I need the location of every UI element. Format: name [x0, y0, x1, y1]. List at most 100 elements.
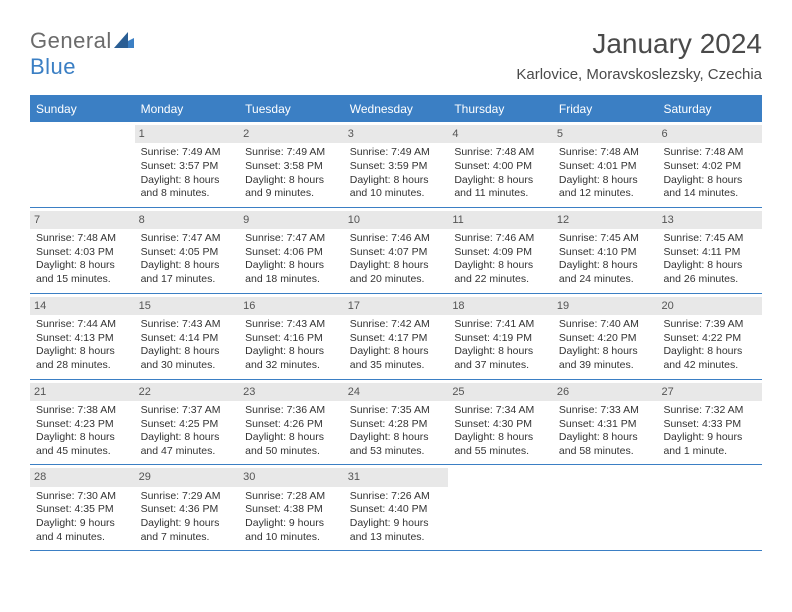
cell-dl1: Daylight: 8 hours — [141, 174, 234, 188]
date-number: 2 — [239, 125, 344, 143]
calendar-cell: 5Sunrise: 7:48 AMSunset: 4:01 PMDaylight… — [553, 122, 658, 207]
cell-ss: Sunset: 4:20 PM — [559, 332, 652, 346]
cell-dl2: and 1 minute. — [663, 445, 756, 459]
day-header-fri: Friday — [553, 96, 658, 122]
date-number: 3 — [344, 125, 449, 143]
date-number: 25 — [448, 383, 553, 401]
date-number: 19 — [553, 297, 658, 315]
cell-sr: Sunrise: 7:38 AM — [36, 404, 129, 418]
cell-dl1: Daylight: 8 hours — [36, 345, 129, 359]
title-block: January 2024 Karlovice, Moravskoslezsky,… — [516, 28, 762, 83]
cell-ss: Sunset: 4:11 PM — [663, 246, 756, 260]
cell-ss: Sunset: 4:14 PM — [141, 332, 234, 346]
cell-ss: Sunset: 4:23 PM — [36, 418, 129, 432]
cell-dl1: Daylight: 8 hours — [454, 259, 547, 273]
cell-dl2: and 30 minutes. — [141, 359, 234, 373]
date-number: 15 — [135, 297, 240, 315]
cell-dl1: Daylight: 8 hours — [559, 174, 652, 188]
cell-sr: Sunrise: 7:32 AM — [663, 404, 756, 418]
cell-sr: Sunrise: 7:35 AM — [350, 404, 443, 418]
date-number: 21 — [30, 383, 135, 401]
cell-sr: Sunrise: 7:42 AM — [350, 318, 443, 332]
cell-dl2: and 20 minutes. — [350, 273, 443, 287]
cell-dl2: and 10 minutes. — [245, 531, 338, 545]
calendar-cell: 26Sunrise: 7:33 AMSunset: 4:31 PMDayligh… — [553, 380, 658, 465]
cell-sr: Sunrise: 7:49 AM — [350, 146, 443, 160]
location: Karlovice, Moravskoslezsky, Czechia — [516, 66, 762, 83]
cell-ss: Sunset: 3:58 PM — [245, 160, 338, 174]
cell-dl2: and 11 minutes. — [454, 187, 547, 201]
date-number: 14 — [30, 297, 135, 315]
cell-dl2: and 47 minutes. — [141, 445, 234, 459]
calendar-cell: 9Sunrise: 7:47 AMSunset: 4:06 PMDaylight… — [239, 208, 344, 293]
cell-dl2: and 12 minutes. — [559, 187, 652, 201]
cell-sr: Sunrise: 7:48 AM — [559, 146, 652, 160]
cell-dl2: and 42 minutes. — [663, 359, 756, 373]
cell-ss: Sunset: 3:57 PM — [141, 160, 234, 174]
cell-ss: Sunset: 4:36 PM — [141, 503, 234, 517]
cell-sr: Sunrise: 7:30 AM — [36, 490, 129, 504]
cell-ss: Sunset: 4:01 PM — [559, 160, 652, 174]
cell-dl1: Daylight: 8 hours — [559, 345, 652, 359]
week-row: 7Sunrise: 7:48 AMSunset: 4:03 PMDaylight… — [30, 208, 762, 294]
cell-dl2: and 39 minutes. — [559, 359, 652, 373]
cell-ss: Sunset: 4:31 PM — [559, 418, 652, 432]
week-row: 21 Sunrise: 7:38 AMSunset: 4:23 PMDayligh… — [30, 380, 762, 466]
month-title: January 2024 — [516, 28, 762, 60]
cell-dl1: Daylight: 9 hours — [36, 517, 129, 531]
cell-dl2: and 58 minutes. — [559, 445, 652, 459]
cell-dl1: Daylight: 8 hours — [350, 259, 443, 273]
cell-dl2: and 15 minutes. — [36, 273, 129, 287]
cell-ss: Sunset: 4:30 PM — [454, 418, 547, 432]
cell-ss: Sunset: 4:33 PM — [663, 418, 756, 432]
cell-sr: Sunrise: 7:45 AM — [663, 232, 756, 246]
cell-sr: Sunrise: 7:34 AM — [454, 404, 547, 418]
cell-sr: Sunrise: 7:47 AM — [141, 232, 234, 246]
calendar-cell: 12Sunrise: 7:45 AMSunset: 4:10 PMDayligh… — [553, 208, 658, 293]
date-number: 10 — [344, 211, 449, 229]
week-row: 1Sunrise: 7:49 AMSunset: 3:57 PMDaylight… — [30, 122, 762, 208]
cell-dl2: and 28 minutes. — [36, 359, 129, 373]
date-number: 4 — [448, 125, 553, 143]
calendar-cell: 3Sunrise: 7:49 AMSunset: 3:59 PMDaylight… — [344, 122, 449, 207]
cell-ss: Sunset: 4:16 PM — [245, 332, 338, 346]
cell-dl1: Daylight: 8 hours — [350, 174, 443, 188]
cell-dl2: and 45 minutes. — [36, 445, 129, 459]
day-header-mon: Monday — [135, 96, 240, 122]
date-number: 16 — [239, 297, 344, 315]
date-number: 20 — [657, 297, 762, 315]
date-number: 12 — [553, 211, 658, 229]
date-number: 23 — [239, 383, 344, 401]
cell-dl1: Daylight: 8 hours — [350, 345, 443, 359]
calendar-cell: 14Sunrise: 7:44 AMSunset: 4:13 PMDayligh… — [30, 294, 135, 379]
date-number: 17 — [344, 297, 449, 315]
cell-dl1: Daylight: 9 hours — [245, 517, 338, 531]
cell-sr: Sunrise: 7:33 AM — [559, 404, 652, 418]
logo: General Blue — [30, 28, 134, 80]
cell-dl2: and 26 minutes. — [663, 273, 756, 287]
date-number: 9 — [239, 211, 344, 229]
cell-dl2: and 4 minutes. — [36, 531, 129, 545]
date-number: 7 — [30, 211, 135, 229]
cell-sr: Sunrise: 7:49 AM — [141, 146, 234, 160]
date-number: 11 — [448, 211, 553, 229]
cell-sr: Sunrise: 7:37 AM — [141, 404, 234, 418]
cell-ss: Sunset: 4:38 PM — [245, 503, 338, 517]
cell-dl1: Daylight: 8 hours — [245, 345, 338, 359]
day-header-row: Sunday Monday Tuesday Wednesday Thursday… — [30, 95, 762, 122]
cell-ss: Sunset: 4:00 PM — [454, 160, 547, 174]
cell-dl2: and 7 minutes. — [141, 531, 234, 545]
calendar-cell: 29Sunrise: 7:29 AMSunset: 4:36 PMDayligh… — [135, 465, 240, 550]
calendar-cell: 1Sunrise: 7:49 AMSunset: 3:57 PMDaylight… — [135, 122, 240, 207]
calendar-cell — [448, 465, 553, 550]
cell-dl1: Daylight: 8 hours — [36, 431, 129, 445]
cell-sr: Sunrise: 7:39 AM — [663, 318, 756, 332]
calendar-cell: 2Sunrise: 7:49 AMSunset: 3:58 PMDaylight… — [239, 122, 344, 207]
logo-text: General Blue — [30, 28, 134, 80]
cell-dl2: and 53 minutes. — [350, 445, 443, 459]
date-number: 18 — [448, 297, 553, 315]
calendar-cell: 31Sunrise: 7:26 AMSunset: 4:40 PMDayligh… — [344, 465, 449, 550]
cell-sr: Sunrise: 7:46 AM — [350, 232, 443, 246]
cell-dl1: Daylight: 8 hours — [141, 345, 234, 359]
calendar-cell: 17Sunrise: 7:42 AMSunset: 4:17 PMDayligh… — [344, 294, 449, 379]
